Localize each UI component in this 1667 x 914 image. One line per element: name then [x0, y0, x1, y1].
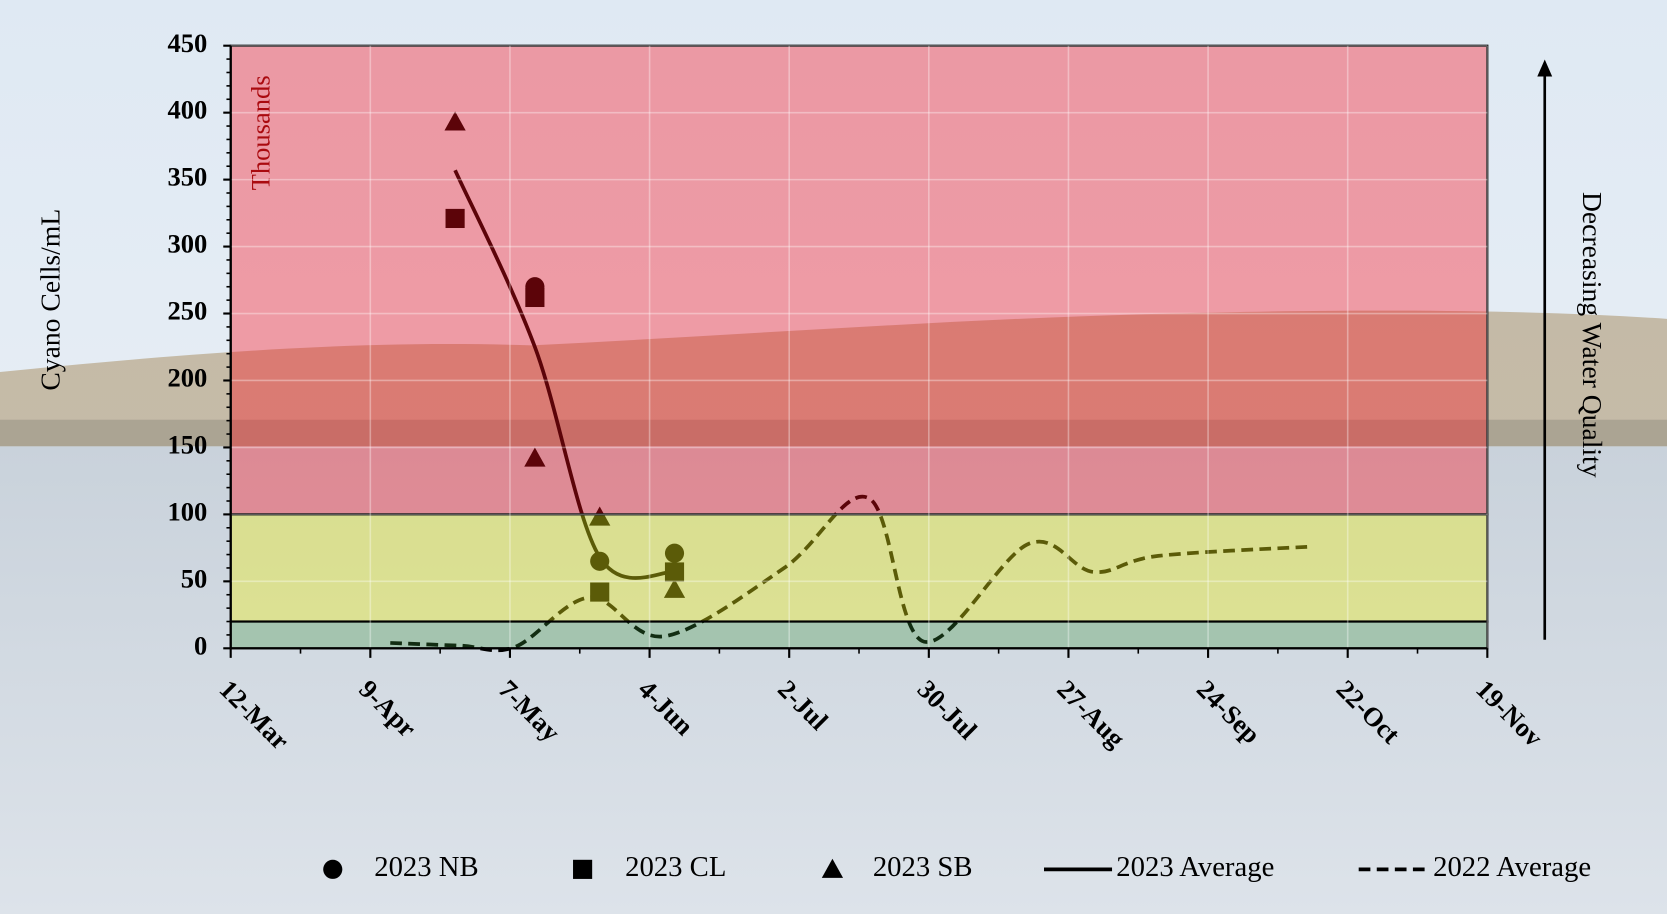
marker: [589, 506, 611, 526]
legend-label: 2023 CL: [625, 851, 726, 883]
marker: [663, 578, 686, 598]
legend-swatch: [821, 858, 844, 878]
quality-band: [229, 44, 1489, 516]
quality-note: Decreasing Water Quality: [1577, 192, 1608, 478]
y-tick-label: 0: [194, 630, 207, 660]
y-tick-label: 200: [167, 363, 207, 393]
legend: 2023 NB 2023 CL 2023 SB 2023 Average 2022 Av…: [323, 851, 1591, 883]
legend-label: 2022 Average: [1433, 851, 1591, 883]
y-tick-label: 100: [167, 496, 207, 526]
average-line: [390, 494, 1313, 653]
legend-label: 2023 NB: [374, 851, 478, 883]
marker: [664, 543, 685, 563]
legend-label: 2023 SB: [873, 851, 973, 883]
quality-band: [229, 513, 1489, 623]
marker: [444, 111, 466, 131]
legend-swatch: [573, 859, 593, 879]
quality-band: [229, 620, 1489, 650]
legend-label: 2023 Average: [1116, 851, 1274, 883]
legend-swatch: [323, 859, 343, 879]
arrow-head: [1537, 59, 1553, 77]
y-tick-label: 50: [181, 563, 208, 593]
y-axis-label: Cyano Cells/mL: [34, 209, 65, 391]
y-tick-label: 450: [167, 28, 207, 58]
units-note: Thousands: [246, 75, 276, 190]
marker: [525, 287, 545, 308]
data-layer: [390, 111, 1313, 653]
y-tick-label: 400: [167, 95, 207, 125]
y-tick-label: 250: [167, 296, 207, 326]
marker: [524, 447, 546, 467]
y-tick-label: 350: [167, 162, 207, 192]
average-line: [453, 169, 675, 580]
y-tick-label: 300: [167, 229, 207, 259]
y-tick-label: 150: [167, 430, 207, 460]
marker: [445, 208, 465, 229]
